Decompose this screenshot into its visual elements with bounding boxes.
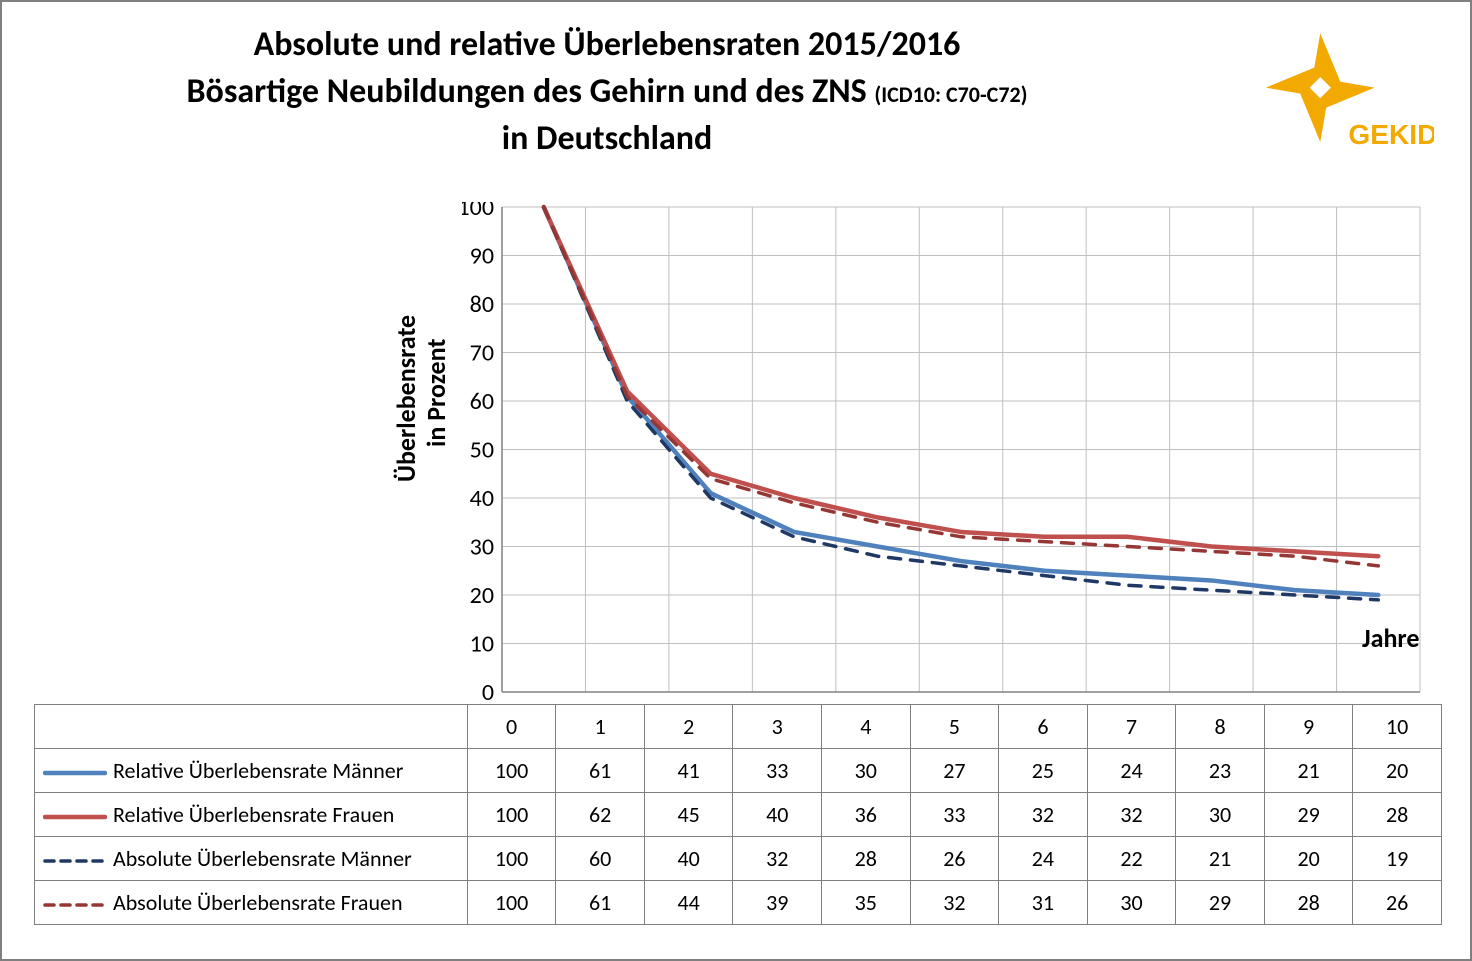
data-cell: 21 [1176,837,1265,881]
svg-text:10: 10 [470,630,494,659]
data-cell: 30 [1087,881,1176,925]
data-cell: 24 [1087,749,1176,793]
chart-title: Absolute und relative Überlebensraten 20… [82,24,1132,159]
svg-text:50: 50 [470,436,494,465]
data-cell: 41 [644,749,733,793]
data-cell: 29 [1264,793,1353,837]
title-line-1: Absolute und relative Überlebensraten 20… [82,24,1132,65]
data-cell: 62 [556,793,645,837]
y-axis-label: Überlebensrate [392,315,421,482]
data-cell: 33 [910,793,999,837]
x-category-cell: 1 [556,705,645,749]
legend-cell: Absolute Überlebensrate Frauen [35,881,468,925]
data-cell: 35 [822,881,911,925]
svg-text:0: 0 [482,678,494,702]
data-cell: 60 [556,837,645,881]
data-cell: 31 [999,881,1088,925]
legend-label: Absolute Überlebensrate Männer [113,845,412,872]
data-cell: 40 [644,837,733,881]
svg-text:90: 90 [470,242,494,271]
data-cell: 25 [999,749,1088,793]
data-cell: 27 [910,749,999,793]
data-cell: 45 [644,793,733,837]
legend-cell: Absolute Überlebensrate Männer [35,837,468,881]
table-row: Absolute Überlebensrate Männer1006040322… [35,837,1442,881]
data-cell: 30 [1176,793,1265,837]
svg-text:100: 100 [462,202,494,222]
data-cell: 44 [644,881,733,925]
data-cell: 19 [1353,837,1442,881]
data-cell: 24 [999,837,1088,881]
svg-text:GEKID: GEKID [1348,119,1434,150]
x-category-cell: 5 [910,705,999,749]
table-row: Relative Überlebensrate Frauen1006245403… [35,793,1442,837]
data-cell: 23 [1176,749,1265,793]
svg-text:80: 80 [470,290,494,319]
data-cell: 28 [822,837,911,881]
legend-line-icon [43,763,107,783]
data-cell: 26 [910,837,999,881]
data-cell: 61 [556,881,645,925]
title-line-3: in Deutschland [82,118,1132,159]
gekid-logo: GEKID [1244,22,1434,172]
table-row: Absolute Überlebensrate Frauen1006144393… [35,881,1442,925]
legend-cell: Relative Überlebensrate Männer [35,749,468,793]
plot-area: 0 10 20 30 40 50 60 70 80 90 100 [462,202,1430,702]
data-cell: 100 [467,793,556,837]
legend-line-icon [43,895,107,915]
x-category-cell: 6 [999,705,1088,749]
data-cell: 32 [999,793,1088,837]
data-cell: 26 [1353,881,1442,925]
data-cell: 28 [1264,881,1353,925]
x-category-cell: 0 [467,705,556,749]
data-cell: 36 [822,793,911,837]
data-cell: 28 [1353,793,1442,837]
data-cell: 20 [1264,837,1353,881]
data-cell: 29 [1176,881,1265,925]
title-line-2: Bösartige Neubildungen des Gehirn und de… [82,71,1132,112]
x-category-cell: 8 [1176,705,1265,749]
data-cell: 100 [467,837,556,881]
legend-line-icon [43,851,107,871]
x-category-cell: 2 [644,705,733,749]
data-cell: 30 [822,749,911,793]
x-axis-label: Jahre [1362,622,1419,654]
legend-header-cell [35,705,468,749]
data-cell: 100 [467,881,556,925]
y-axis-label-2: in Prozent [422,339,451,447]
legend-cell: Relative Überlebensrate Frauen [35,793,468,837]
data-cell: 100 [467,749,556,793]
svg-text:70: 70 [470,339,494,368]
legend-label: Relative Überlebensrate Frauen [113,801,394,828]
data-cell: 40 [733,793,822,837]
data-cell: 32 [733,837,822,881]
data-cell: 39 [733,881,822,925]
data-cell: 20 [1353,749,1442,793]
data-cell: 33 [733,749,822,793]
data-cell: 21 [1264,749,1353,793]
data-cell: 61 [556,749,645,793]
data-cell: 32 [910,881,999,925]
data-table: 012345678910 Relative Überlebensrate Män… [34,704,1442,925]
x-category-cell: 7 [1087,705,1176,749]
x-category-cell: 10 [1353,705,1442,749]
legend-line-icon [43,807,107,827]
svg-text:40: 40 [470,484,494,513]
svg-text:30: 30 [470,533,494,562]
data-cell: 32 [1087,793,1176,837]
svg-text:60: 60 [470,387,494,416]
chart-container: Absolute und relative Überlebensraten 20… [0,0,1472,961]
x-category-cell: 9 [1264,705,1353,749]
x-category-cell: 4 [822,705,911,749]
table-row: Relative Überlebensrate Männer 1006141333… [35,749,1442,793]
x-category-cell: 3 [733,705,822,749]
data-cell: 22 [1087,837,1176,881]
table-header-row: 012345678910 [35,705,1442,749]
svg-text:20: 20 [470,581,494,610]
legend-label: Relative Überlebensrate Männer [113,757,403,784]
legend-label: Absolute Überlebensrate Frauen [113,889,403,916]
